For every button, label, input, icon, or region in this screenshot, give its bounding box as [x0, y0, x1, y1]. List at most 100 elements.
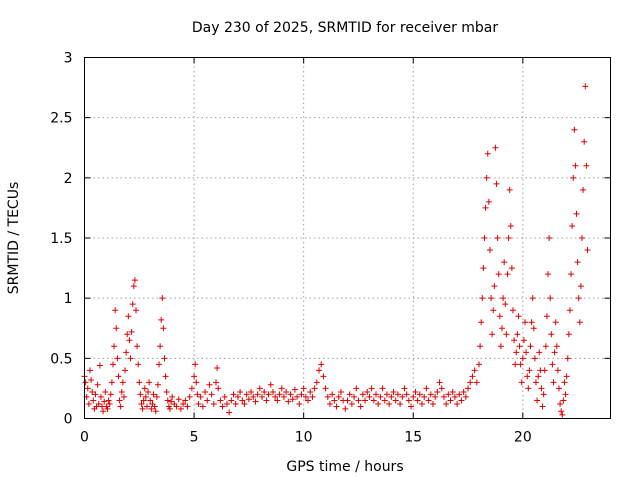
data-point	[278, 385, 285, 392]
data-point	[113, 325, 120, 332]
data-point	[549, 361, 556, 368]
data-point	[82, 379, 89, 386]
data-point	[479, 295, 486, 302]
data-point	[272, 393, 279, 400]
data-point	[551, 349, 558, 356]
data-point	[532, 379, 539, 386]
data-point	[516, 343, 523, 350]
data-point	[106, 401, 113, 408]
data-point	[146, 379, 153, 386]
data-point	[140, 397, 147, 404]
data-point	[107, 391, 114, 398]
data-point	[381, 397, 388, 404]
data-point	[503, 331, 510, 338]
data-point	[408, 403, 415, 410]
data-point	[307, 389, 314, 396]
data-point	[124, 331, 131, 338]
data-point	[481, 235, 488, 241]
data-point	[248, 389, 255, 396]
data-point	[522, 319, 529, 326]
data-point	[168, 398, 175, 405]
data-point	[531, 355, 538, 362]
data-point	[298, 391, 305, 398]
data-point	[480, 265, 487, 272]
data-point	[96, 362, 103, 369]
data-point	[329, 391, 336, 398]
x-tick-label: 0	[80, 430, 89, 446]
data-point	[355, 397, 362, 404]
data-point	[536, 349, 543, 356]
data-point	[118, 389, 125, 396]
data-point	[129, 301, 136, 308]
data-point	[560, 397, 567, 404]
data-point	[160, 325, 167, 332]
data-point	[138, 401, 145, 408]
chart-title: Day 230 of 2025, SRMTID for receiver mba…	[192, 20, 499, 36]
data-point	[489, 331, 496, 338]
data-point	[287, 391, 294, 398]
data-point	[561, 379, 568, 386]
data-point	[234, 393, 241, 400]
data-point	[256, 385, 263, 392]
data-point	[210, 401, 217, 408]
data-point	[552, 319, 559, 326]
data-point	[206, 381, 213, 388]
data-point	[583, 162, 590, 169]
data-point	[495, 271, 502, 278]
data-point	[574, 259, 581, 266]
data-point	[145, 389, 152, 396]
data-point	[123, 349, 130, 356]
data-point	[535, 373, 542, 380]
data-point	[232, 401, 239, 408]
y-tick-label: 1	[64, 291, 73, 307]
data-point	[289, 396, 296, 403]
data-point	[540, 391, 547, 398]
data-point	[219, 403, 226, 410]
data-point	[92, 391, 99, 398]
data-point	[283, 389, 290, 396]
data-point	[558, 408, 565, 415]
data-point	[269, 389, 276, 396]
data-point	[383, 391, 390, 398]
data-point	[230, 391, 237, 398]
data-point	[508, 265, 515, 272]
data-point	[454, 401, 461, 408]
data-point	[445, 391, 452, 398]
data-point	[421, 393, 428, 400]
data-point	[488, 295, 495, 302]
data-points	[81, 83, 591, 418]
data-point	[465, 385, 472, 392]
data-point	[322, 385, 329, 392]
data-point	[202, 389, 209, 396]
data-point	[164, 397, 171, 404]
plot-frame	[84, 57, 611, 419]
data-point	[451, 393, 458, 400]
data-point	[379, 385, 386, 392]
x-tick-label: 5	[190, 430, 199, 446]
data-point	[534, 397, 541, 404]
data-point	[576, 319, 583, 326]
data-point	[467, 379, 474, 386]
y-tick-label: 2	[64, 171, 73, 187]
data-point	[324, 393, 331, 400]
data-point	[194, 391, 201, 398]
data-point	[316, 367, 323, 374]
data-point	[97, 393, 104, 400]
data-point	[419, 401, 426, 408]
data-point	[318, 361, 325, 368]
x-tick-label: 10	[295, 430, 313, 446]
data-point	[228, 397, 235, 404]
data-point	[523, 349, 530, 356]
data-point	[515, 313, 522, 320]
data-point	[133, 307, 140, 314]
data-point	[562, 391, 569, 398]
data-point	[109, 361, 116, 368]
data-point	[405, 397, 412, 404]
data-point	[492, 144, 499, 151]
data-point	[557, 401, 564, 408]
data-point	[163, 389, 170, 396]
data-point	[111, 343, 118, 350]
data-point	[559, 411, 566, 418]
data-point	[506, 186, 513, 193]
